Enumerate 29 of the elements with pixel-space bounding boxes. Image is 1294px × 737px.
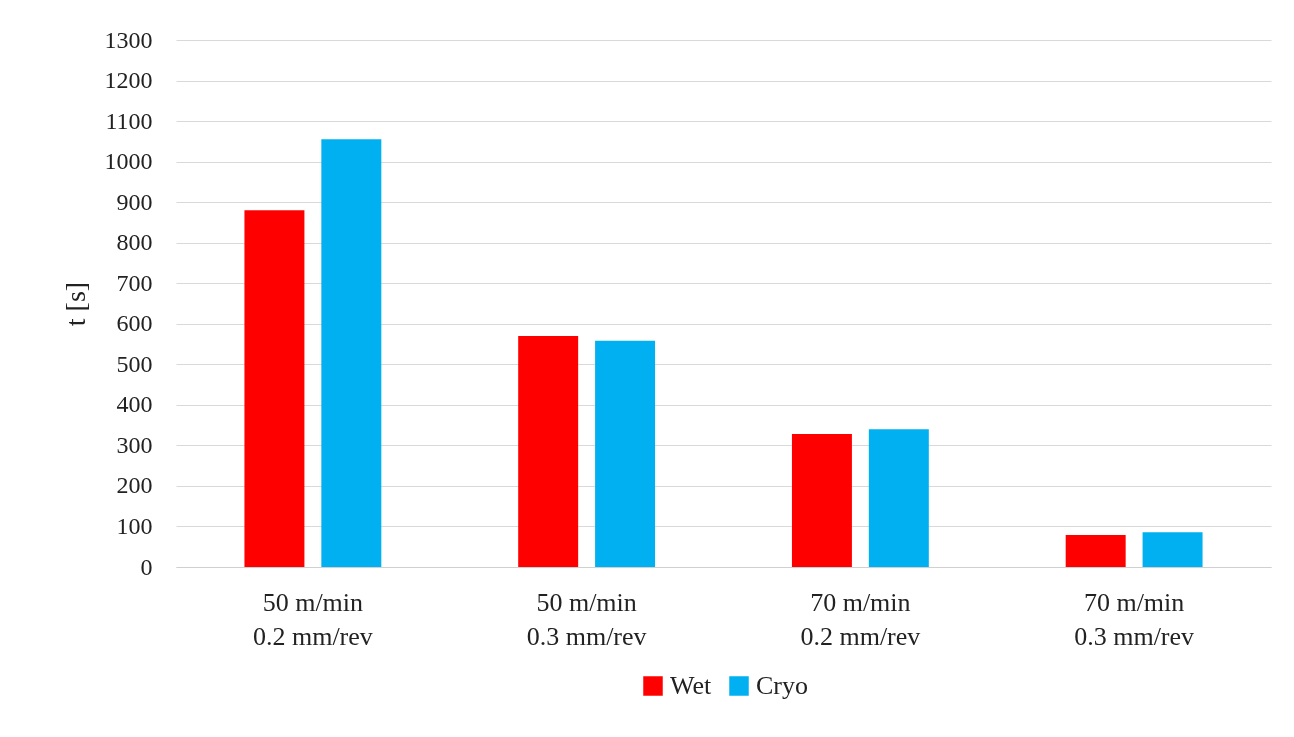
y-tick-label: 600 — [116, 310, 153, 337]
y-tick-label: 500 — [116, 350, 153, 377]
legend-label: Wet — [670, 671, 712, 700]
legend-label: Cryo — [756, 671, 808, 700]
x-tick-label: 50 m/min 0.2 mm/rev — [252, 587, 373, 651]
y-tick-label: 200 — [116, 472, 153, 499]
x-tick-label: 70 m/min 0.3 mm/rev — [1074, 587, 1195, 651]
y-tick-label: 1000 — [104, 148, 153, 175]
bar — [1065, 534, 1126, 567]
y-tick-label: 900 — [116, 188, 153, 215]
bar — [791, 434, 852, 567]
bar — [868, 429, 929, 567]
y-axis-title: t [s] — [59, 281, 91, 327]
y-tick-label: 1300 — [104, 26, 153, 53]
y-tick-label: 100 — [116, 512, 153, 539]
bar — [321, 139, 382, 567]
y-tick-label: 1100 — [105, 107, 153, 134]
bar — [595, 340, 656, 567]
y-tick-label: 1200 — [104, 67, 153, 94]
y-tick-label: 0 — [140, 553, 153, 580]
y-tick-label: 300 — [116, 431, 153, 458]
bar — [518, 335, 579, 567]
y-tick-label: 800 — [116, 229, 153, 256]
y-tick-label: 700 — [116, 269, 153, 296]
bar — [244, 210, 305, 567]
x-tick-label: 70 m/min 0.2 mm/rev — [800, 587, 921, 651]
bar — [1142, 532, 1203, 567]
x-tick-label: 50 m/min 0.3 mm/rev — [526, 587, 647, 651]
y-tick-label: 400 — [116, 391, 153, 418]
